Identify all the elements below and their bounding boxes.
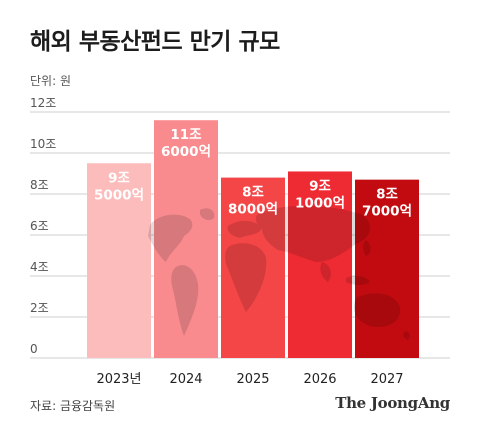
bar-value-label: 9조 xyxy=(108,170,130,186)
y-tick-label: 0 xyxy=(30,342,38,356)
bar xyxy=(87,163,151,358)
y-tick-label: 2조 xyxy=(30,301,49,315)
y-tick-label: 8조 xyxy=(30,178,49,192)
bar-value-label: 8조 xyxy=(376,187,398,203)
bar-value-label: 1000억 xyxy=(295,195,345,211)
y-tick-label: 12조 xyxy=(30,96,56,110)
x-category-label: 2027 xyxy=(370,372,403,387)
bar-value-label: 8000억 xyxy=(228,202,278,218)
bars xyxy=(87,120,419,358)
bar xyxy=(154,120,218,358)
source-note: 자료: 금융감독원 xyxy=(30,399,116,413)
chart-title: 해외 부동산펀드 만기 규모 xyxy=(30,29,280,55)
y-tick-label: 4조 xyxy=(30,260,49,274)
x-category-label: 2025 xyxy=(236,372,269,387)
y-tick-label: 6조 xyxy=(30,219,49,233)
bar-value-label: 6000억 xyxy=(161,144,211,160)
unit-label: 단위: 원 xyxy=(30,74,71,88)
bar-value-label: 8조 xyxy=(242,185,264,201)
x-category-label: 2026 xyxy=(303,372,336,387)
bar xyxy=(355,179,419,358)
x-category-label: 2024 xyxy=(169,372,202,387)
bar xyxy=(288,171,352,358)
brand-logo: The JoongAng xyxy=(335,394,450,412)
y-axis-ticks: 0 2조 4조 6조 8조 10조 12조 xyxy=(30,96,56,356)
bar-value-label: 9조 xyxy=(309,178,331,194)
x-category-label: 2023년 xyxy=(96,372,141,387)
bar-value-label: 7000억 xyxy=(362,204,412,220)
y-tick-label: 10조 xyxy=(30,137,56,151)
world-map-watermark xyxy=(148,205,410,340)
x-axis-labels: 2023년 2024 2025 2026 2027 xyxy=(96,372,403,387)
bar-value-label: 5000억 xyxy=(94,187,144,203)
bar-value-label: 11조 xyxy=(170,127,202,143)
bar xyxy=(221,177,285,358)
